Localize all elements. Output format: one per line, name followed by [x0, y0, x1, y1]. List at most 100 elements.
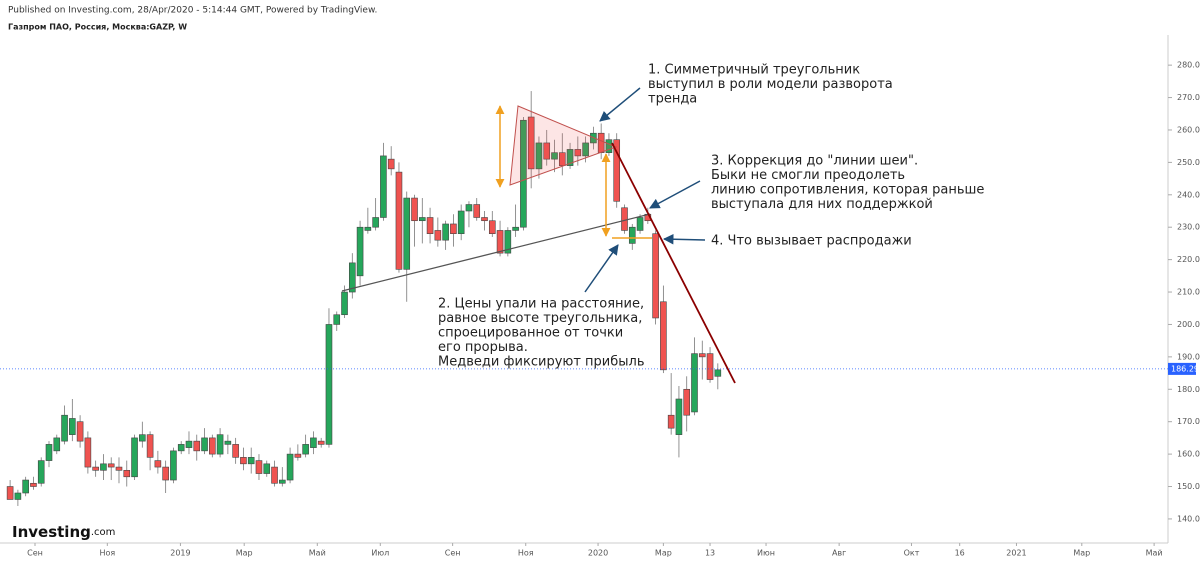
candle-body [566, 149, 574, 166]
candle-body [201, 437, 208, 452]
candle-body [310, 437, 317, 448]
x-tick-label: Сен [27, 549, 43, 558]
x-tick-label: Май [1146, 549, 1163, 558]
logo-suffix: .com [91, 527, 116, 538]
y-tick-label: 190.00 [1177, 352, 1200, 361]
y-tick-label: 150.00 [1177, 482, 1200, 491]
candle-body [582, 142, 589, 157]
pointer-arrow [649, 180, 701, 209]
last-price-box [1168, 362, 1196, 375]
candle-body [53, 437, 61, 452]
candle-body [613, 139, 621, 202]
annotation: тренда [648, 92, 697, 107]
candle-body [481, 217, 488, 222]
candle-body [465, 204, 473, 212]
y-tick-label: 230.00 [1177, 223, 1200, 232]
candle-body [286, 453, 294, 481]
candle-body [279, 479, 286, 484]
candle-body [496, 230, 504, 254]
y-tick-label: 260.00 [1177, 125, 1200, 134]
annotation: Медведи фиксируют прибыль [438, 355, 645, 370]
candle-body [45, 444, 53, 461]
candle-body [543, 142, 551, 160]
x-tick-label: Мар [655, 549, 672, 558]
candle-body [535, 142, 543, 170]
candle-body [504, 230, 512, 254]
candle-body [263, 463, 271, 474]
candle-body [69, 418, 76, 435]
candle-body [341, 291, 348, 316]
candle-body [714, 369, 722, 377]
candle-body [356, 226, 364, 277]
candle-body [457, 210, 465, 234]
candle-body [271, 466, 278, 484]
candle-body [698, 353, 706, 358]
chart-title: Газпром ПАО, Россия, Москва:GAZP, W [8, 23, 187, 32]
candle-body [636, 217, 644, 231]
x-tick-label: Май [309, 549, 326, 558]
x-tick-label: Мар [1073, 549, 1090, 558]
candle-body [364, 226, 372, 231]
candle-body [37, 460, 45, 484]
candle-body [411, 197, 418, 222]
candle-body [123, 470, 131, 478]
candle-body [162, 466, 169, 481]
candle-body [146, 434, 154, 458]
logo-brand: Investing [12, 523, 91, 541]
candle-body [450, 223, 457, 234]
candle-body [675, 398, 683, 435]
candle-body [488, 220, 496, 234]
candle-body [667, 414, 675, 429]
y-tick-label: 270.00 [1177, 93, 1200, 102]
x-tick-label: Мар [236, 549, 253, 558]
candle-body [6, 486, 14, 500]
candle-body [317, 440, 325, 445]
header: Published on Investing.com, 28/Apr/2020 … [8, 6, 377, 16]
annotation: равное высоте треугольника, [438, 311, 642, 326]
candle-body [706, 353, 714, 380]
candle-body [154, 460, 162, 468]
y-tick-label: 250.00 [1177, 158, 1200, 167]
candle-body [22, 479, 29, 494]
annotation: выступил в роли модели разворота [648, 77, 893, 92]
annotation: выступала для них поддержкой [711, 197, 933, 212]
candle-body [325, 324, 333, 445]
candle-body [216, 434, 224, 455]
candle-body [131, 437, 138, 478]
candle-body [107, 463, 115, 468]
y-tick-label: 170.00 [1177, 417, 1200, 426]
candle-body [558, 152, 566, 166]
candle-body [512, 226, 519, 231]
y-tick-label: 140.00 [1177, 514, 1200, 523]
annotation: 1. Симметричный треугольник [648, 63, 860, 78]
candle-body [395, 171, 403, 270]
candle-body [84, 437, 92, 468]
x-tick-label: Окт [904, 549, 920, 558]
candle-body [177, 444, 185, 452]
annotation: его прорыва. [438, 340, 528, 355]
candle-body [551, 152, 558, 160]
candle-body [193, 440, 201, 452]
annotation: 4. Что вызывает распродажи [711, 234, 912, 249]
candle-body [434, 230, 442, 241]
candle-body [574, 149, 582, 157]
candle-body [473, 204, 481, 218]
x-tick-label: 16 [955, 549, 965, 558]
x-tick-label: 2019 [170, 549, 190, 558]
y-tick-label: 240.00 [1177, 190, 1200, 199]
y-tick-label: 160.00 [1177, 450, 1200, 459]
candle-body [302, 444, 309, 455]
candle-body [520, 119, 527, 228]
candle-body [691, 353, 698, 413]
candle-body [387, 158, 395, 170]
candle-body [426, 217, 434, 234]
last-price-label: 186.29 [1171, 364, 1199, 373]
logo: Investing.com [12, 523, 115, 541]
x-tick-label: Сен [445, 549, 461, 558]
y-tick-label: 220.00 [1177, 255, 1200, 264]
candle-body [621, 207, 628, 231]
candle-body [61, 414, 68, 442]
candle-body [224, 440, 232, 445]
candle-body [527, 116, 535, 170]
